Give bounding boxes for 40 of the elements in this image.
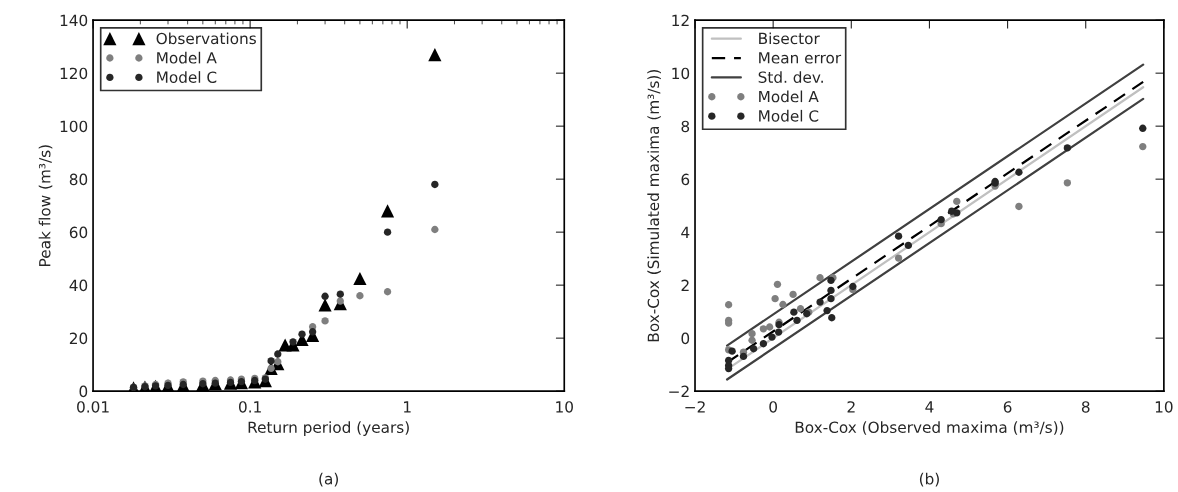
- legend-label: Observations: [156, 32, 256, 45]
- x-tick-label: 0.01: [77, 401, 109, 413]
- x-tick-label: 0: [769, 401, 778, 413]
- y-tick-label: 120: [60, 67, 88, 80]
- legend-label: Std. dev.: [758, 71, 823, 83]
- y-tick-label: 8: [681, 120, 690, 133]
- y-tick-label: 140: [60, 14, 88, 27]
- legend-label: Model C: [157, 71, 217, 83]
- y-tick-label: 10: [672, 67, 690, 80]
- x-axis-title: Box-Cox (Observed maxima (m³/s)): [795, 421, 1064, 435]
- legend-label: Mean error: [759, 52, 842, 64]
- y-tick-label: 0: [79, 385, 88, 398]
- y-tick-label: 6: [681, 173, 690, 186]
- x-tick-label: 10: [556, 401, 573, 413]
- x-tick-label: 4: [925, 401, 934, 413]
- y-tick-label: −2: [669, 385, 689, 397]
- legend-label: Model C: [759, 109, 819, 122]
- y-tick-label: 60: [69, 226, 88, 239]
- y-axis-title: Box-Cox (Simulated maxima (m³/s)): [647, 69, 661, 342]
- x-tick-label: 10: [1155, 401, 1173, 413]
- x-tick-label: 0.1: [238, 401, 261, 413]
- x-tick-label: 8: [1081, 401, 1090, 413]
- y-tick-label: 20: [69, 332, 88, 345]
- y-tick-label: 80: [69, 173, 88, 186]
- y-axis-title: Peak flow (m³/s): [38, 145, 53, 266]
- legend-label: Bisector: [759, 32, 820, 45]
- x-tick-label: 6: [1003, 401, 1012, 413]
- x-axis-title: Return period (years): [248, 421, 409, 436]
- y-tick-label: 4: [681, 226, 690, 238]
- y-tick-label: 12: [672, 14, 689, 26]
- y-tick-label: 100: [60, 120, 88, 133]
- y-tick-label: 40: [69, 279, 88, 292]
- text: (a): [319, 472, 338, 487]
- y-tick-label: 2: [681, 279, 689, 291]
- legend-label: Model A: [759, 90, 819, 103]
- x-tick-label: 2: [847, 401, 855, 413]
- x-tick-label: 1: [404, 401, 411, 413]
- text: (b): [919, 472, 939, 487]
- legend-label: Model A: [157, 51, 217, 64]
- y-tick-label: 0: [681, 332, 690, 345]
